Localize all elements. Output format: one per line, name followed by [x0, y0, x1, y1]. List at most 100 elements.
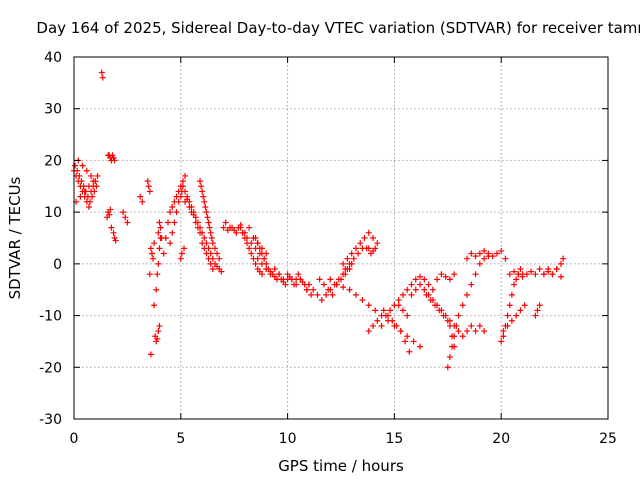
data-point [271, 266, 278, 273]
data-point [256, 245, 263, 252]
data-point [205, 255, 212, 262]
data-point [365, 245, 372, 252]
data-point [162, 235, 169, 241]
data-point [504, 322, 511, 329]
data-point [468, 281, 475, 288]
data-point [211, 245, 218, 252]
data-point [99, 74, 106, 81]
data-point [387, 307, 394, 314]
data-point [410, 338, 417, 345]
data-point [384, 312, 391, 319]
data-point [545, 266, 552, 273]
y-tick-label: 40 [44, 50, 62, 66]
data-point [523, 271, 530, 278]
data-point [508, 291, 515, 298]
data-point [199, 188, 206, 195]
data-point [293, 281, 300, 288]
data-point [205, 219, 212, 226]
data-point [519, 273, 526, 280]
data-point [276, 271, 283, 278]
data-point [91, 188, 98, 195]
data-point [79, 162, 86, 169]
data-point [468, 322, 475, 329]
data-point [139, 198, 146, 205]
data-point [254, 240, 261, 247]
data-point [261, 255, 268, 262]
data-point [258, 260, 265, 267]
data-point [148, 250, 155, 257]
data-point [83, 167, 90, 174]
data-point [156, 322, 163, 329]
data-point [192, 219, 199, 226]
data-point [94, 172, 101, 179]
data-point [511, 281, 518, 288]
data-point [156, 219, 163, 226]
data-point [160, 250, 167, 257]
data-point [78, 178, 85, 185]
data-point [444, 317, 451, 324]
data-point [209, 240, 216, 247]
y-tick-label: 0 [53, 257, 62, 273]
data-point [342, 266, 349, 273]
data-point [446, 276, 453, 283]
data-point [239, 229, 246, 236]
data-point [297, 276, 304, 283]
data-point [404, 286, 411, 293]
axis-ticks: 0 5 10 15 20 25 -30 -20 -10 0 10 20 30 40 [39, 50, 617, 447]
data-point [218, 268, 225, 275]
x-tick-label: 5 [176, 431, 185, 447]
data-point [399, 291, 406, 298]
data-point [220, 224, 227, 231]
data-point [459, 302, 466, 309]
data-point [444, 364, 451, 371]
data-point [421, 276, 428, 283]
data-point [429, 286, 436, 293]
data-point [173, 209, 180, 216]
data-point [200, 193, 207, 200]
data-point [222, 219, 229, 226]
data-point [146, 188, 153, 195]
data-point [204, 214, 211, 221]
data-point [201, 198, 208, 205]
data-point [395, 302, 402, 309]
data-point [244, 240, 251, 247]
data-point [344, 255, 351, 262]
data-point [340, 260, 347, 267]
data-point [282, 281, 289, 288]
data-point [81, 188, 88, 195]
data-point [498, 247, 505, 254]
data-point [423, 291, 430, 298]
data-point [399, 307, 406, 314]
data-point [153, 286, 160, 293]
data-point [521, 302, 528, 309]
data-point [352, 291, 359, 298]
data-point [498, 338, 505, 345]
data-point [517, 307, 524, 314]
data-point [451, 271, 458, 278]
data-point [209, 266, 216, 273]
data-point [464, 328, 471, 335]
data-point [355, 250, 362, 257]
data-point [481, 255, 488, 262]
data-point [493, 250, 500, 257]
data-point [476, 322, 483, 329]
data-point [199, 240, 206, 247]
data-point [154, 335, 161, 342]
data-point [365, 302, 372, 309]
y-tick-label: 10 [44, 205, 62, 221]
data-point [372, 245, 379, 252]
x-tick-label: 20 [492, 431, 510, 447]
x-tick-label: 0 [70, 431, 79, 447]
data-point [357, 240, 364, 247]
data-point [308, 291, 315, 298]
data-point [372, 307, 379, 314]
data-point [472, 271, 479, 278]
data-point [320, 281, 327, 288]
data-point [476, 260, 483, 267]
data-point [197, 178, 204, 185]
data-point [151, 240, 158, 247]
data-point [350, 255, 357, 262]
data-point [124, 219, 131, 226]
data-point [111, 157, 118, 164]
x-tick-label: 25 [599, 431, 617, 447]
